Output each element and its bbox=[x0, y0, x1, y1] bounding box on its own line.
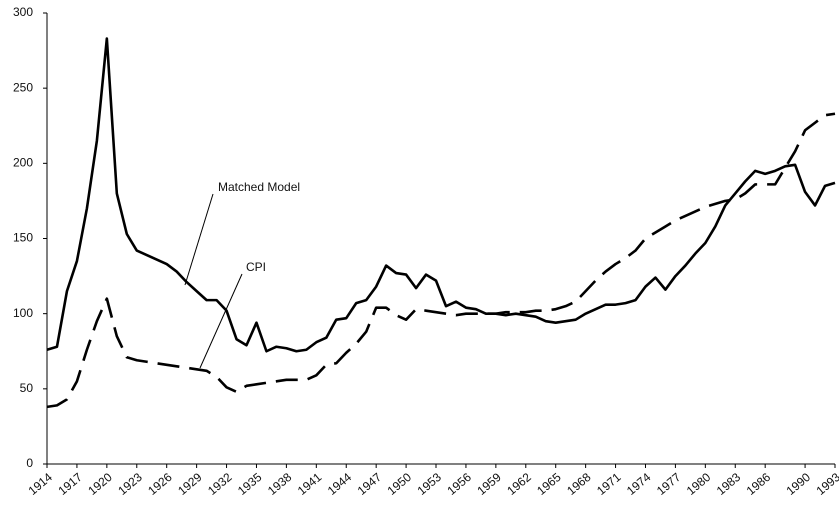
x-tick-label: 1968 bbox=[564, 470, 594, 498]
series-line bbox=[46, 112, 836, 409]
x-tick-label: 1986 bbox=[744, 470, 774, 498]
leader-line bbox=[199, 273, 243, 369]
x-tick-label: 1938 bbox=[265, 470, 295, 498]
y-tick-label: 0 bbox=[26, 456, 33, 470]
x-tick-label: 1914 bbox=[26, 470, 56, 498]
y-tick-label: 100 bbox=[13, 306, 33, 320]
x-tick-label: 1959 bbox=[474, 470, 504, 498]
y-tick-label: 200 bbox=[13, 156, 33, 170]
series-label: CPI bbox=[246, 260, 266, 274]
x-tick-label: 1920 bbox=[85, 470, 115, 498]
x-tick-label: 1953 bbox=[415, 470, 445, 498]
y-tick-label: 50 bbox=[20, 381, 34, 395]
x-tick-label: 1929 bbox=[175, 470, 205, 498]
y-tick-label: 150 bbox=[13, 231, 33, 245]
x-tick-label: 1926 bbox=[145, 470, 175, 498]
x-tick-label: 1956 bbox=[444, 470, 474, 498]
x-tick-label: 1983 bbox=[714, 470, 744, 498]
y-tick-label: 300 bbox=[13, 5, 33, 19]
x-tick-label: 1932 bbox=[205, 470, 235, 498]
x-tick-label: 1950 bbox=[385, 470, 415, 498]
x-tick-label: 1962 bbox=[504, 470, 534, 498]
x-tick-label: 1944 bbox=[325, 470, 355, 498]
x-tick-label: 1990 bbox=[784, 470, 814, 498]
x-tick-label: 1977 bbox=[654, 470, 684, 498]
x-tick-label: 1971 bbox=[594, 470, 624, 498]
series-label: Matched Model bbox=[218, 180, 300, 194]
x-tick-label: 1935 bbox=[235, 470, 265, 498]
series-line bbox=[46, 37, 836, 353]
x-tick-label: 1965 bbox=[534, 470, 564, 498]
x-tick-label: 1993 bbox=[814, 470, 839, 498]
x-tick-label: 1923 bbox=[115, 470, 145, 498]
x-tick-label: 1947 bbox=[355, 470, 385, 498]
y-tick-label: 250 bbox=[13, 80, 33, 94]
x-tick-label: 1917 bbox=[55, 470, 85, 498]
x-tick-label: 1974 bbox=[624, 470, 654, 498]
leader-line bbox=[184, 193, 214, 286]
x-tick-label: 1941 bbox=[295, 470, 325, 498]
x-tick-label: 1980 bbox=[684, 470, 714, 498]
